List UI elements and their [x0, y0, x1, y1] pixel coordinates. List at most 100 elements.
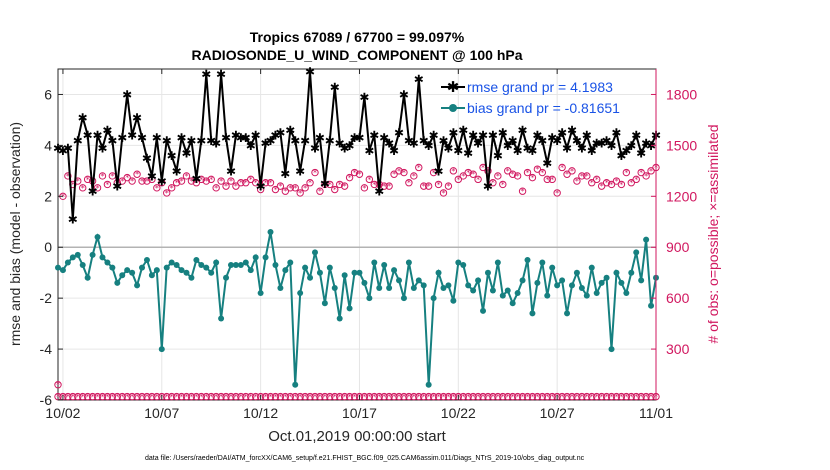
obs-possible-baseline — [474, 392, 482, 401]
bias-point — [445, 282, 452, 289]
obs-possible-point — [474, 175, 482, 184]
bias-point — [109, 264, 116, 271]
obs-assimilated-point: * — [362, 184, 366, 193]
obs-possible-point — [192, 179, 201, 187]
rmse-point: ✱ — [107, 134, 117, 148]
rmse-point: ✱ — [275, 126, 285, 140]
bias-point — [282, 267, 289, 274]
legend: ✱ rmse grand pr = 4.1983 bias grand pr =… — [441, 78, 620, 116]
obs-possible-point — [242, 179, 250, 187]
obs-possible-baseline — [632, 392, 640, 401]
obs-possible-baseline — [182, 392, 191, 401]
obs-assimilated-point: * — [105, 180, 109, 189]
bias-point — [366, 295, 373, 302]
bias-point — [618, 279, 625, 286]
obs-possible-point — [355, 170, 364, 178]
bias-point — [588, 264, 595, 271]
obs-possible-point — [153, 184, 161, 192]
obs-assimilated-point: * — [145, 177, 149, 186]
obs-assimilated-baseline: * — [348, 393, 352, 402]
obs-possible-baseline — [479, 392, 487, 401]
bias-point — [435, 269, 442, 276]
obs-assimilated-baseline: * — [550, 393, 554, 402]
obs-possible-point — [607, 180, 616, 189]
obs-possible-baseline — [380, 392, 388, 401]
obs-assimilated-point: * — [303, 184, 307, 193]
obs-assimilated-baseline: * — [387, 393, 391, 402]
obs-possible-baseline — [64, 392, 72, 401]
rmse-series: ✱✱✱✱✱✱✱✱✱✱✱✱✱✱✱✱✱✱✱✱✱✱✱✱✱✱✱✱✱✱✱✱✱✱✱✱✱✱✱✱… — [53, 65, 661, 227]
rmse-point: ✱ — [453, 144, 463, 158]
obs-assimilated-baseline: * — [451, 393, 455, 402]
rmse-point: ✱ — [295, 164, 305, 178]
obs-possible-point — [222, 182, 230, 190]
obs-possible-baseline — [197, 392, 206, 401]
bias-point — [568, 282, 575, 289]
obs-possible-baseline — [365, 392, 374, 401]
obs-assimilated-baseline: * — [81, 393, 85, 402]
obs-possible-point — [301, 184, 309, 192]
obs-assimilated-baseline: * — [501, 393, 505, 402]
rmse-point: ✱ — [488, 129, 498, 143]
y-tick-label: -4 — [40, 341, 53, 357]
rmse-point: ✱ — [379, 131, 389, 145]
obs-assimilated-baseline: * — [427, 393, 431, 402]
obs-assimilated-point: * — [511, 170, 515, 179]
obs-possible-point — [296, 189, 304, 197]
bias-point — [252, 254, 259, 261]
rmse-line — [57, 71, 657, 220]
obs-assimilated-point: * — [278, 182, 282, 191]
rmse-point: ✱ — [582, 129, 592, 143]
obs-possible-point — [123, 173, 131, 182]
obs-assimilated-baseline: * — [120, 393, 124, 402]
obs-possible-baseline — [602, 392, 611, 401]
obs-possible-point — [306, 179, 314, 187]
bias-point — [119, 272, 126, 279]
obs-assimilated-baseline: * — [471, 393, 475, 402]
rmse-point: ✱ — [364, 144, 374, 158]
rmse-point: ✱ — [438, 134, 448, 148]
bias-point — [84, 274, 91, 281]
rmse-point: ✱ — [280, 167, 290, 181]
obs-possible-baseline — [306, 392, 314, 401]
obs-possible-baseline — [558, 392, 566, 401]
obs-possible-point — [548, 175, 556, 184]
obs-assimilated-point: * — [353, 169, 357, 178]
obs-possible-baseline — [563, 392, 571, 401]
obs-assimilated-point: * — [600, 182, 604, 191]
obs-assimilated-baseline: * — [496, 393, 500, 402]
bias-point — [499, 292, 506, 299]
obs-assimilated-point: * — [189, 177, 193, 186]
obs-possible-baseline — [88, 392, 97, 401]
obs-possible-point — [484, 167, 492, 175]
obs-assimilated-baseline: * — [273, 393, 277, 402]
obs-assimilated-baseline: * — [491, 393, 495, 402]
rmse-point: ✱ — [137, 131, 147, 145]
rmse-point: ✱ — [112, 180, 122, 194]
obs-assimilated-point: * — [318, 187, 322, 196]
obs-assimilated-baseline: * — [283, 393, 287, 402]
y-tick-label: 6 — [44, 86, 52, 102]
legend-rmse-marker: ✱ — [447, 78, 460, 96]
obs-assimilated-point: * — [357, 170, 361, 179]
obs-assimilated-point: * — [165, 189, 169, 198]
obs-possible-point — [434, 180, 443, 189]
obs-assimilated-baseline: * — [96, 393, 100, 402]
bias-point — [64, 259, 71, 266]
rmse-point: ✱ — [290, 134, 300, 148]
rmse-point: ✱ — [542, 157, 552, 171]
bias-point — [396, 277, 403, 284]
rmse-point: ✱ — [231, 129, 241, 143]
obs-possible-baseline — [79, 392, 87, 401]
y2-tick-label: 1800 — [666, 86, 697, 102]
bias-point — [59, 267, 66, 274]
obs-possible-baseline — [647, 392, 655, 401]
obs-assimilated-point: * — [590, 179, 594, 188]
obs-assimilated-baseline: * — [66, 393, 70, 402]
rmse-point: ✱ — [122, 88, 132, 102]
rmse-point: ✱ — [226, 164, 236, 178]
obs-possible-point — [276, 182, 285, 190]
rmse-point: ✱ — [320, 177, 330, 191]
obs-possible-baseline — [499, 392, 507, 401]
obs-possible-baseline — [345, 392, 354, 401]
